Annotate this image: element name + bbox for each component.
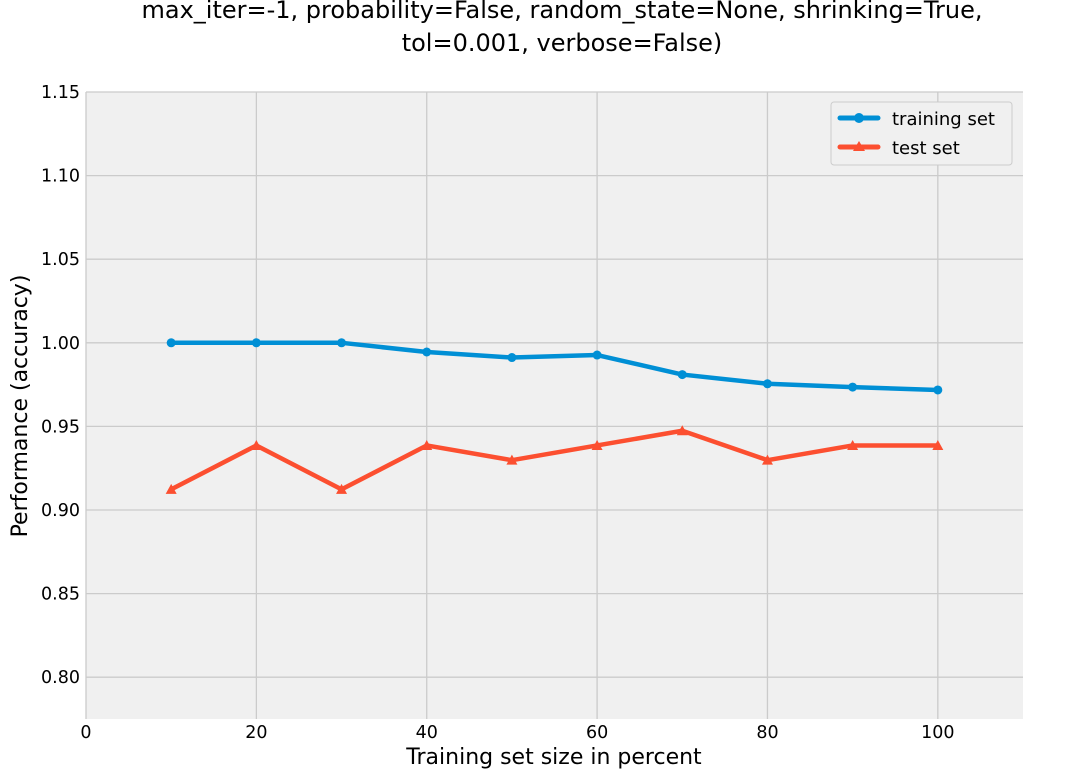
x-tick-label: 60 [586,723,608,743]
x-axis-label: Training set size in percent [405,745,702,770]
y-tick-label: 0.85 [41,585,80,605]
x-tick-label: 0 [80,723,91,743]
grid [85,91,1023,719]
y-tick-label: 1.10 [41,167,80,187]
data-point-test-set [250,439,262,450]
series-lines [165,338,944,494]
data-point-test-set [932,439,944,450]
data-point-test-set [506,454,518,465]
data-point-test-set [591,439,603,450]
data-point-training-set [933,385,943,395]
x-tick-label: 20 [245,723,267,743]
chart-title-line-1: max_iter=-1, probability=False, random_s… [141,0,982,24]
legend-label-training: training set [892,109,995,130]
legend-marker-training [854,113,864,123]
x-tick-label: 80 [756,723,778,743]
legend: training set test set [830,101,1013,166]
data-point-test-set [165,483,177,494]
y-tick-label: 1.05 [41,250,80,270]
chart-title-line-2: tol=0.001, verbose=False) [402,29,723,57]
y-tick-label: 1.00 [41,334,80,354]
data-point-training-set [507,353,517,363]
y-tick-label: 0.95 [41,417,80,437]
y-tick-label: 1.15 [41,83,80,103]
data-point-training-set [422,347,432,357]
series-line-test-set [168,428,941,492]
y-tick-label: 0.80 [41,668,80,688]
data-point-test-set [336,483,348,494]
data-point-training-set [251,338,261,348]
data-point-training-set [762,379,772,389]
x-tick-label: 40 [416,723,438,743]
data-point-test-set [676,425,688,436]
data-point-training-set [166,338,176,348]
legend-marker-test [853,141,865,151]
data-point-test-set [761,454,773,465]
data-point-training-set [677,370,687,380]
tick-labels: 0.80 0.85 0.90 0.95 1.00 1.05 1.10 1.15 0 20 40 60 8… [41,83,954,743]
data-point-test-set [847,439,859,450]
data-point-training-set [848,382,858,392]
data-point-training-set [337,338,347,348]
series-line-training-set [168,340,941,393]
data-point-training-set [592,350,602,360]
plot-area [86,92,1023,719]
data-point-test-set [421,439,433,450]
legend-label-test: test set [892,138,960,159]
y-axis-label: Performance (accuracy) [8,275,33,538]
x-tick-label: 100 [921,723,954,743]
y-tick-label: 0.90 [41,501,80,521]
